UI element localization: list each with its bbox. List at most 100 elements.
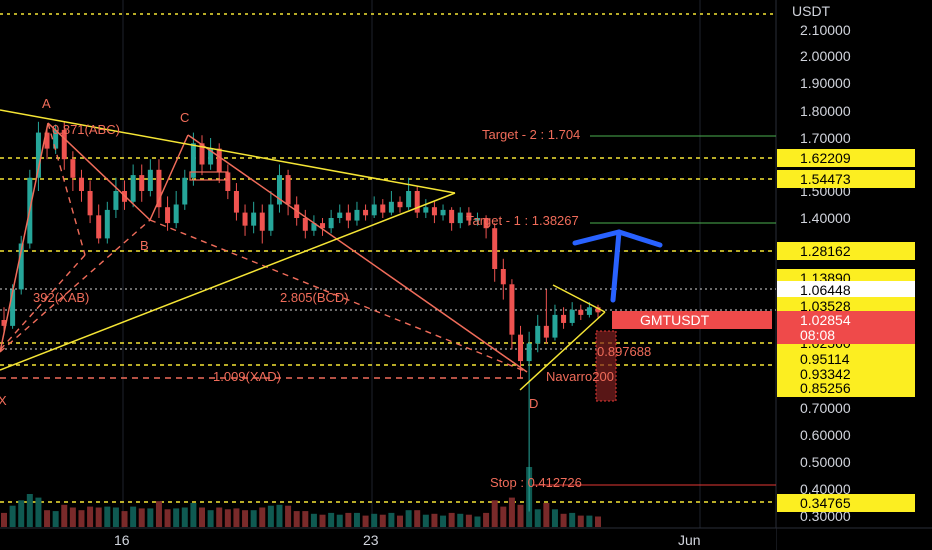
volume-bar: [328, 512, 335, 527]
candle-body: [10, 289, 16, 326]
volume-bar: [543, 503, 550, 527]
candle-body: [268, 204, 274, 231]
level-tag: 0.34765: [800, 495, 851, 511]
volume-bar: [362, 515, 369, 527]
candle-body: [61, 129, 67, 160]
volume-bar: [534, 509, 541, 527]
candle-body: [414, 191, 420, 213]
volume-bar: [474, 516, 481, 527]
volume-bar: [190, 503, 197, 527]
candle-body: [156, 169, 162, 208]
ratio-xad-label: 1.009(XAD): [213, 369, 281, 384]
point-a-label: A: [42, 96, 51, 111]
time-axis[interactable]: [0, 528, 776, 550]
price-tick: 2.10000: [800, 22, 851, 38]
symbol-tag-bg: [612, 311, 772, 329]
candle-body: [242, 212, 248, 226]
candle-body: [259, 212, 265, 231]
volume-bar: [276, 504, 283, 527]
candle-body: [1, 320, 7, 326]
volume-bar: [302, 511, 309, 527]
level-tag: 1.03528: [800, 298, 851, 314]
volume-bar: [491, 500, 498, 527]
level-tag-bg: [777, 242, 915, 260]
current-price: 1.02854: [800, 312, 851, 328]
volume-bar: [164, 509, 171, 527]
candle-body: [474, 218, 480, 221]
candle-body: [251, 212, 257, 226]
volume-bar: [345, 512, 352, 527]
volume-bar: [52, 511, 59, 527]
harmonic-pattern-dashed: [0, 122, 528, 379]
candle-body: [518, 334, 524, 362]
level-tag-bg: [777, 365, 915, 383]
volume-bar: [448, 512, 455, 527]
candle-body: [363, 209, 369, 216]
volume-bar: [112, 507, 119, 527]
risk-box: [595, 330, 617, 402]
candle-body: [18, 243, 24, 290]
candle-body: [113, 191, 119, 210]
candle-body: [302, 218, 308, 231]
volume-bar: [61, 504, 68, 527]
candle-body: [311, 223, 317, 231]
triangle-lines: [0, 109, 606, 391]
volume-bar: [87, 506, 94, 527]
current-price-bg: [777, 311, 915, 344]
time-tick: Jun: [678, 532, 701, 548]
candle-body: [130, 175, 136, 202]
harmonic-pattern: [0, 122, 528, 373]
candle-body: [500, 269, 506, 285]
candle-body: [449, 209, 455, 224]
level-tag: 1.06448: [800, 282, 851, 298]
horizontal-levels: [0, 157, 776, 503]
candle-body: [173, 204, 179, 224]
volume-bar: [18, 500, 25, 527]
price-tick: 1.40000: [800, 210, 851, 226]
candle-body: [320, 223, 326, 229]
volume-bar: [465, 514, 472, 527]
price-tick: 1.90000: [800, 75, 851, 91]
candle-body: [483, 218, 489, 229]
volume-bar: [595, 516, 601, 527]
price-tick: 0.40000: [800, 481, 851, 497]
candle-body: [492, 228, 498, 269]
candle-body: [569, 309, 575, 323]
price-scale[interactable]: [776, 0, 932, 528]
candle-body: [371, 204, 377, 216]
navarro-label: Navarro200: [546, 369, 614, 384]
price-tick: 0.50000: [800, 454, 851, 470]
candle-body: [53, 129, 59, 149]
candle-body: [87, 191, 93, 216]
volume-bar: [173, 508, 180, 527]
candle-body: [44, 132, 50, 149]
volume-layer: [1, 467, 601, 527]
level-tag-bg: [777, 297, 915, 315]
level-tag: 1.62209: [800, 150, 851, 166]
level-tag: 1.28162: [800, 243, 851, 259]
volume-bar: [310, 513, 317, 527]
level-tag-bg: [777, 170, 915, 188]
time-tick: 23: [363, 532, 379, 548]
level-tag-bg: [777, 149, 915, 167]
volume-bar: [224, 509, 231, 527]
volume-bar: [259, 507, 266, 527]
candle-body: [233, 191, 239, 213]
ratio-abc-label: 0.871(ABC): [52, 122, 120, 137]
candle-body: [509, 284, 515, 335]
volume-bar: [422, 514, 429, 527]
volume-bar: [414, 510, 421, 527]
volume-bar: [336, 514, 343, 527]
level-tag: 0.93342: [800, 366, 851, 382]
level-tag: 0.85256: [800, 380, 851, 396]
volume-bar: [388, 512, 395, 527]
volume-bar: [483, 512, 490, 527]
volume-bar: [551, 509, 558, 527]
candle-body: [457, 212, 463, 224]
candle-body: [182, 177, 188, 205]
volume-bar: [44, 510, 51, 527]
volume-bar: [431, 513, 438, 527]
candle-body: [276, 175, 282, 205]
candle-body: [586, 307, 592, 315]
